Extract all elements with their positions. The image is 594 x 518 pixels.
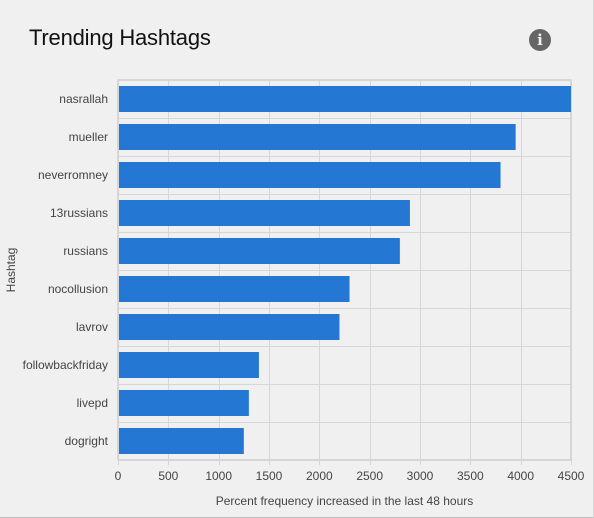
x-tick-label: 2000: [306, 469, 333, 483]
bar-neverromney[interactable]: [119, 162, 501, 188]
y-tick-label: followbackfriday: [23, 358, 108, 372]
bars: [119, 86, 571, 454]
x-tick-label: 4500: [558, 469, 585, 483]
y-tick-label: 13russians: [50, 206, 108, 220]
y-tick-label: dogright: [65, 434, 109, 448]
bar-dogright[interactable]: [119, 428, 244, 454]
x-tick-label: 500: [158, 469, 178, 483]
bar-russians[interactable]: [119, 238, 400, 264]
bar-mueller[interactable]: [119, 124, 516, 150]
y-tick-label: mueller: [69, 130, 108, 144]
bar-lavrov[interactable]: [119, 314, 340, 340]
bar-livepd[interactable]: [119, 390, 249, 416]
info-icon[interactable]: i: [529, 29, 551, 51]
bar-13russians[interactable]: [119, 200, 410, 226]
y-tick-label: russians: [63, 244, 108, 258]
chart-title: Trending Hashtags: [29, 25, 211, 50]
x-tick-label: 4000: [507, 469, 534, 483]
x-tick-label: 3500: [457, 469, 484, 483]
x-tick-label: 3000: [407, 469, 434, 483]
y-tick-label: neverromney: [38, 168, 108, 182]
y-tick-label: lavrov: [76, 320, 108, 334]
x-axis-title: Percent frequency increased in the last …: [216, 494, 473, 508]
bar-nasrallah[interactable]: [119, 86, 571, 112]
bar-nocollusion[interactable]: [119, 276, 350, 302]
y-tick-labels: nasrallah mueller neverromney 13russians rus…: [23, 92, 109, 448]
x-tick-label: 2500: [356, 469, 383, 483]
bar-followbackfriday[interactable]: [119, 352, 259, 378]
x-tick-label: 1000: [205, 469, 232, 483]
y-axis-title: Hashtag: [4, 248, 18, 293]
x-tick-label: 1500: [256, 469, 283, 483]
y-tick-label: nasrallah: [59, 92, 108, 106]
x-tick-labels: 0 500 1000 1500 2000 2500 3000 3500 4000 4500: [115, 469, 585, 483]
y-tick-label: nocollusion: [48, 282, 108, 296]
x-tick-label: 0: [115, 469, 122, 483]
y-tick-label: livepd: [77, 396, 108, 410]
